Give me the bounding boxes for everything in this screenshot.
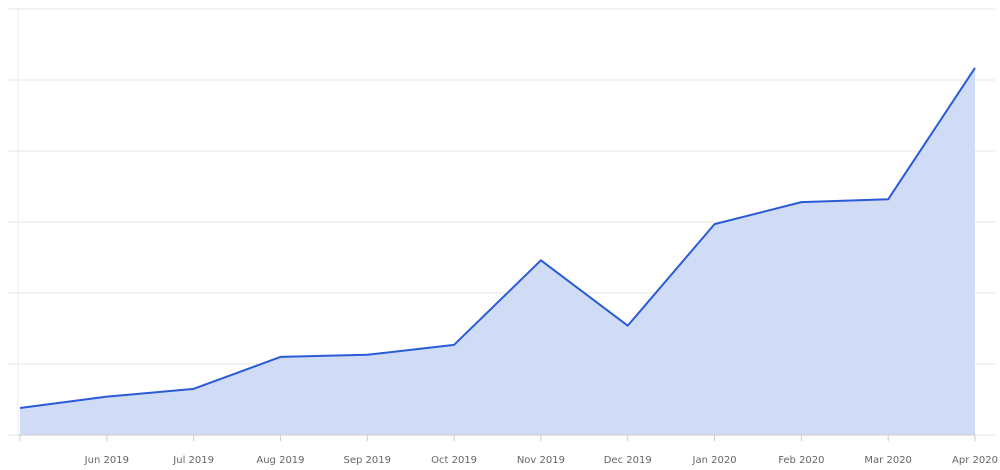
area-fill: [20, 67, 975, 436]
x-tick-label: Mar 2020: [864, 455, 912, 466]
x-tick-label: Dec 2019: [604, 455, 652, 466]
x-tick-label: Jun 2019: [84, 455, 129, 466]
x-tick-label: Aug 2019: [256, 455, 304, 466]
x-tick-label: Sep 2019: [344, 455, 391, 466]
line: [19, 67, 976, 410]
x-tick-label: Jan 2020: [692, 455, 737, 466]
x-tick-label: Apr 2020: [952, 455, 998, 466]
x-tick-label: Feb 2020: [778, 455, 824, 466]
x-tick-label: Jul 2019: [172, 455, 214, 466]
x-tick-label: Oct 2019: [431, 455, 477, 466]
x-tick-label: Nov 2019: [517, 455, 565, 466]
